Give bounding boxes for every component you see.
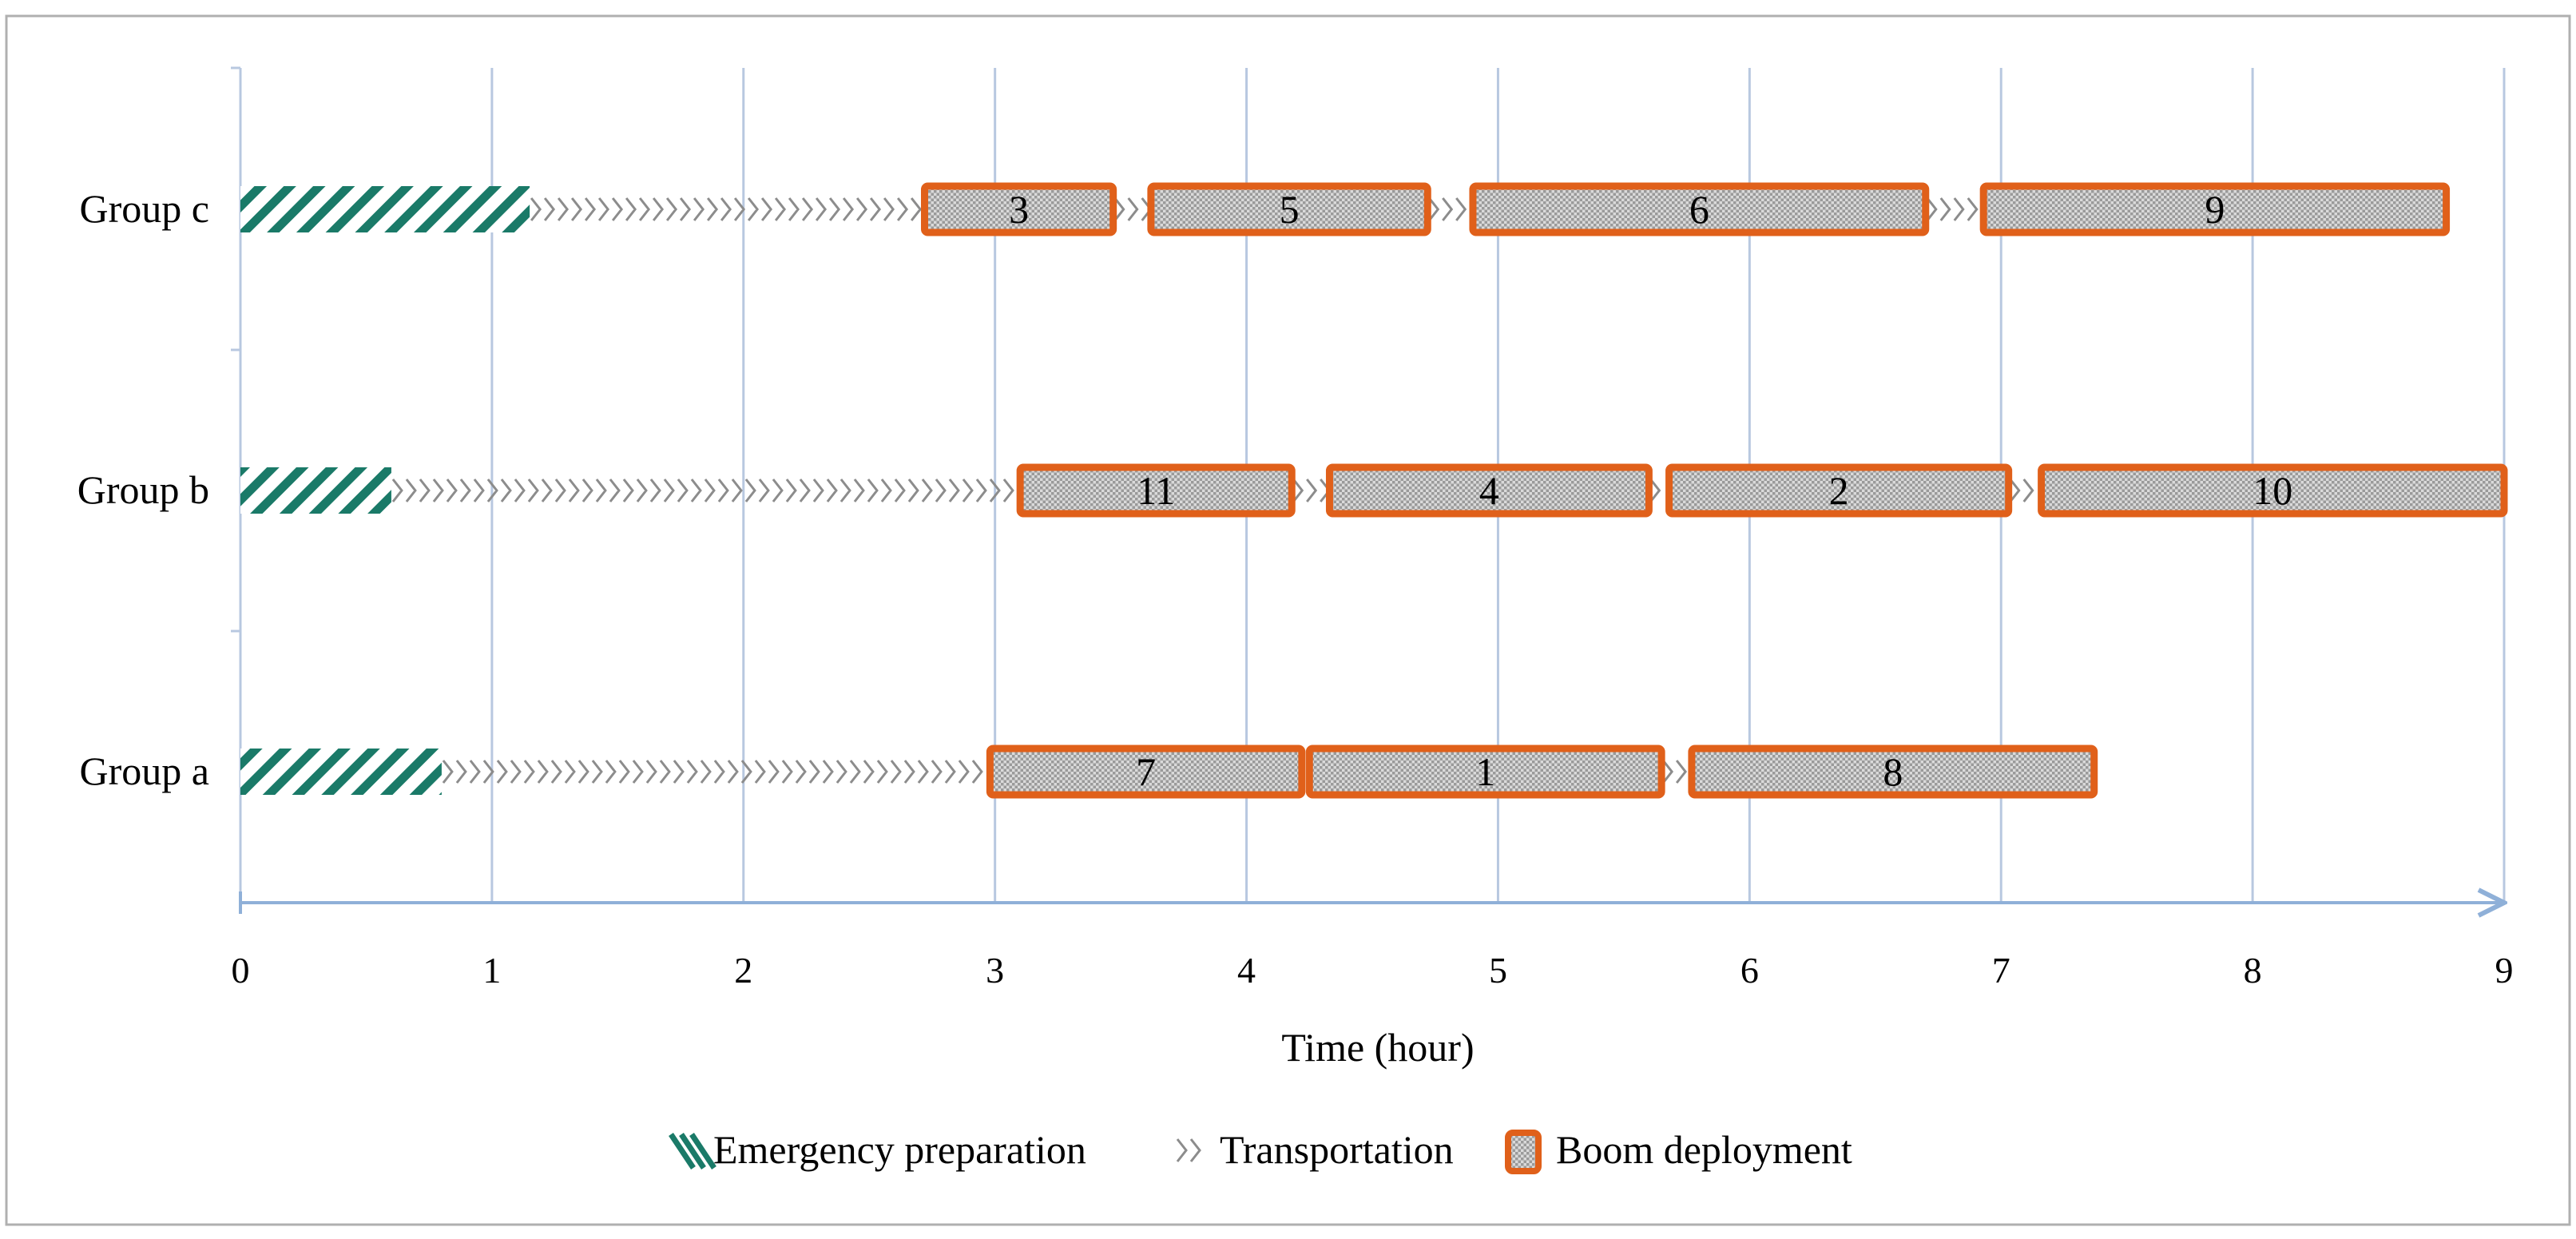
task-label-group-b-11: 11 <box>1137 468 1175 513</box>
task-label-group-a-8: 8 <box>1883 749 1903 794</box>
x-tick-label-9: 9 <box>2495 950 2514 991</box>
task-label-group-c-3: 3 <box>1009 187 1029 232</box>
preparation-bar-group-a <box>240 749 442 795</box>
x-tick-label-6: 6 <box>1740 950 1759 991</box>
task-label-group-c-9: 9 <box>2205 187 2225 232</box>
legend-chevron-path <box>1176 1138 1201 1162</box>
legend-label-boom-deployment: Boom deployment <box>1556 1127 1852 1172</box>
bars: 3 5 6 9 11 4 2 10 7 1 8 <box>240 182 2508 799</box>
y-axis-ticks <box>231 66 240 633</box>
legend-label-emergency-preparation: Emergency preparation <box>713 1127 1086 1172</box>
x-tick-label-5: 5 <box>1489 950 1507 991</box>
task-label-group-c-5: 5 <box>1280 187 1300 232</box>
transport-segment-group-b-4 <box>2009 479 2034 502</box>
transport-segment-group-c-4 <box>1926 197 1979 221</box>
row-group-b: 11 4 2 10 <box>240 463 2508 518</box>
row-label-group-b: Group b <box>77 467 209 512</box>
boom-bar-group-b-task-2 <box>1665 463 2013 518</box>
task-label-group-b-2: 2 <box>1829 468 1849 513</box>
transport-segment-group-b-1 <box>391 479 1014 502</box>
legend-item-emergency-preparation: Emergency preparation <box>669 1127 1086 1172</box>
hatch-stroke <box>689 1133 716 1170</box>
task-label-group-a-7: 7 <box>1136 749 1156 794</box>
row-label-group-c: Group c <box>80 186 209 231</box>
row-group-c: 3 5 6 9 <box>240 182 2451 236</box>
transport-segment-group-a-2 <box>1661 760 1688 784</box>
legend-label-transportation: Transportation <box>1220 1127 1454 1172</box>
transport-segment-group-b-3 <box>1649 479 1661 502</box>
preparation-bar-group-b <box>240 467 391 514</box>
boom-bar-group-c-task-3 <box>920 182 1117 236</box>
boom-bar-group-a-task-7 <box>986 745 1306 799</box>
row-labels: Group c Group b Group a <box>77 186 209 793</box>
x-tick-label-1: 1 <box>482 950 501 991</box>
boom-legend-icon <box>1505 1130 1542 1174</box>
preparation-bar-group-c <box>240 186 530 232</box>
boom-bar-group-b-task-10 <box>2038 463 2508 518</box>
x-tick-labels: 0 1 2 3 4 5 6 7 8 9 <box>232 950 2514 991</box>
task-label-group-b-10: 10 <box>2253 468 2292 513</box>
hatch-stroke <box>669 1133 696 1170</box>
x-tick-label-7: 7 <box>1992 950 2010 991</box>
row-label-group-a: Group a <box>80 749 209 793</box>
x-tick-label-2: 2 <box>734 950 752 991</box>
x-tick-label-0: 0 <box>232 950 250 991</box>
transport-segment-group-c-1 <box>530 197 923 221</box>
transport-segment-group-a-1 <box>442 760 983 784</box>
task-label-group-c-6: 6 <box>1689 187 1709 232</box>
x-tick-label-8: 8 <box>2244 950 2262 991</box>
boom-bar-group-c-task-6 <box>1469 182 1930 236</box>
boom-bar-group-a-task-1 <box>1305 745 1665 799</box>
boom-bar-group-c-task-5 <box>1147 182 1431 236</box>
task-label-group-b-4: 4 <box>1479 468 1499 513</box>
row-group-a: 7 1 8 <box>240 745 2098 799</box>
chevron-legend-icon <box>1176 1138 1201 1162</box>
boom-bar-group-b-task-11 <box>1016 463 1296 518</box>
hatch-stroke <box>679 1133 706 1170</box>
legend: Emergency preparation Transportation Boo… <box>669 1127 1852 1174</box>
legend-item-boom-deployment: Boom deployment <box>1505 1127 1852 1174</box>
hatch-legend-icon <box>669 1133 716 1170</box>
task-label-group-a-1: 1 <box>1475 749 1495 794</box>
legend-item-transportation: Transportation <box>1176 1127 1454 1172</box>
boom-bar-group-b-task-4 <box>1325 463 1653 518</box>
x-tick-label-4: 4 <box>1237 950 1256 991</box>
x-tick-label-3: 3 <box>986 950 1004 991</box>
boom-bar-group-c-task-9 <box>1979 182 2451 236</box>
transport-segment-group-c-3 <box>1428 197 1467 221</box>
boom-bar-group-a-task-8 <box>1688 745 2098 799</box>
x-axis-title: Time (hour) <box>1281 1025 1474 1070</box>
